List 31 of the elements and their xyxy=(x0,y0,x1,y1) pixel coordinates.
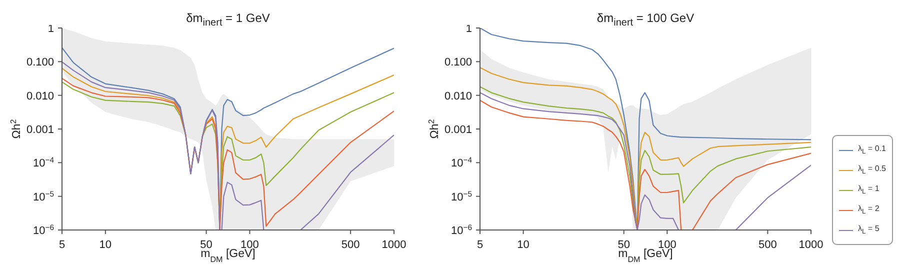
legend-label: λ$_{L}$ = 1 xyxy=(858,184,880,196)
x-tick-label: 50 xyxy=(200,239,212,251)
x-tick-label: 1000 xyxy=(382,239,406,251)
x-tick-label: 500 xyxy=(341,239,360,251)
y-tick-label: 10$^{−4}$ xyxy=(32,155,55,170)
y-tick-label: 10$^{−5}$ xyxy=(32,188,54,204)
x-tick-label: 5 xyxy=(476,239,484,251)
legend-label: λ$_{L}$ = 5 xyxy=(858,224,880,236)
y-tick-label: 0.001 xyxy=(26,124,54,136)
x-tick-label: 500 xyxy=(758,239,777,251)
y-tick-label: 0.100 xyxy=(444,56,472,69)
x-axis-title: m$_{DM}$ [GeV] xyxy=(618,248,673,264)
chart-title: δm$_{inert}$ = 1 GeV xyxy=(186,11,270,28)
x-axis-title: m$_{DM}$ [GeV] xyxy=(200,248,256,264)
x-tick-label: 1000 xyxy=(798,239,824,251)
y-tick-label: 0.010 xyxy=(444,90,472,102)
y-tick-label: 0.100 xyxy=(26,56,54,69)
y-tick-label: 10$^{−4}$ xyxy=(450,155,473,170)
x-tick-label: 10 xyxy=(99,239,112,251)
x-tick-label: 5 xyxy=(58,239,66,251)
y-tick-label: 10$^{−6}$ xyxy=(32,222,54,237)
legend-label: λ$_{L}$ = 0.5 xyxy=(858,164,886,176)
x-tick-label: 50 xyxy=(618,239,630,251)
legend-label: λ$_{L}$ = 2 xyxy=(858,204,880,216)
chart-title: δm$_{inert}$ = 100 GeV xyxy=(596,11,694,28)
legend-label: λ$_{L}$ = 0.1 xyxy=(858,144,886,156)
y-tick-label: 10$^{−6}$ xyxy=(450,222,472,237)
x-tick-label: 10 xyxy=(517,239,530,251)
y-tick-label: 0.010 xyxy=(26,90,54,102)
y-tick-label: 10$^{−5}$ xyxy=(450,188,472,204)
y-tick-label: 0.001 xyxy=(444,124,472,136)
